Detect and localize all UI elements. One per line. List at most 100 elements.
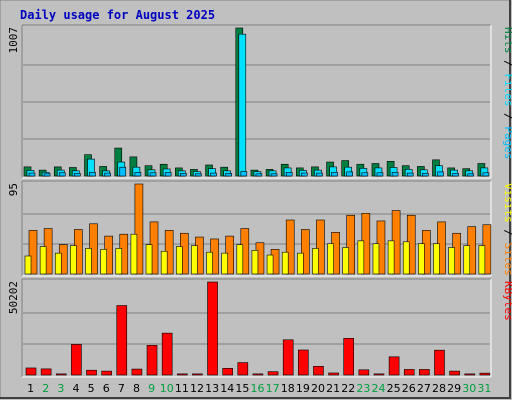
day-label: 13: [205, 382, 219, 395]
day-label: 9: [148, 382, 155, 395]
bar-kbytes: [55, 373, 67, 376]
bar-kbytes: [373, 373, 385, 376]
bar-kbytes: [116, 305, 128, 376]
bar-sites: [372, 243, 380, 275]
bar-visits: [28, 230, 38, 275]
bar-kbytes: [403, 369, 415, 376]
bar-pages: [179, 173, 187, 177]
bar-pages: [225, 173, 232, 177]
bar-sites: [357, 240, 365, 275]
bar-visits: [301, 229, 310, 275]
day-label: 23: [356, 382, 370, 395]
day-label: 26: [402, 382, 416, 395]
legend-part: Sites: [502, 243, 512, 276]
bar-sites: [221, 252, 228, 275]
bar-sites: [312, 248, 319, 275]
bar-kbytes: [192, 373, 203, 376]
bar-kbytes: [131, 368, 143, 376]
day-label: 16: [251, 382, 265, 395]
bar-pages: [58, 172, 66, 177]
bar-sites: [402, 241, 410, 275]
day-label: 14: [220, 382, 234, 395]
bar-pages: [452, 173, 459, 177]
bar-sites: [100, 249, 107, 275]
bar-visits: [134, 183, 144, 275]
bar-sites: [236, 244, 244, 275]
bar-pages: [240, 171, 248, 177]
day-label: 18: [281, 382, 295, 395]
day-label: 21: [326, 382, 340, 395]
bar-pages: [89, 172, 96, 177]
bar-sites: [175, 246, 183, 275]
bar-kbytes: [176, 373, 188, 376]
day-label: 10: [160, 382, 174, 395]
bar-kbytes: [161, 332, 173, 376]
bar-sites: [54, 252, 62, 275]
bar-pages: [164, 172, 172, 177]
bar-pages: [316, 172, 323, 177]
bar-kbytes: [328, 372, 339, 376]
chart-title: Daily usage for August 2025: [20, 8, 215, 22]
bar-kbytes: [313, 365, 324, 376]
bar-sites: [297, 252, 304, 275]
bar-pages: [422, 173, 429, 177]
legend-part: /: [502, 54, 512, 74]
bar-pages: [134, 172, 142, 177]
bar-pages: [285, 172, 293, 177]
day-label: 6: [103, 382, 110, 395]
bar-kbytes: [449, 370, 460, 376]
bar-sites: [145, 244, 153, 275]
bar-sites: [342, 247, 350, 275]
panel-hits_files_pages: 1007 Hits / Files / Pages: [7, 24, 512, 179]
bar-visits: [316, 219, 325, 275]
day-label: 24: [372, 382, 386, 395]
bar-pages: [376, 172, 384, 177]
day-label: 12: [190, 382, 204, 395]
day-label: 30: [462, 382, 476, 395]
day-label: 3: [57, 382, 64, 395]
bar-kbytes: [267, 371, 279, 376]
bar-pages: [104, 172, 111, 177]
legend-part: Files: [502, 73, 512, 106]
bar-pages: [149, 172, 157, 177]
day-label: 19: [296, 382, 310, 395]
y-axis-max-label: 95: [7, 183, 20, 196]
bar-sites: [463, 245, 471, 275]
bar-sites: [39, 246, 47, 275]
bar-kbytes: [282, 339, 294, 376]
bar-kbytes: [479, 372, 491, 376]
legend-part: /: [502, 107, 512, 127]
day-label: 27: [417, 382, 431, 395]
day-label: 25: [387, 382, 401, 395]
day-label: 5: [88, 382, 95, 395]
bar-visits: [346, 214, 356, 275]
day-labels-group: 1 2 3 4 5 6 7 8 9 10 11 12 13 14 15 16 17 18 19 20 21 22 23 24 2…: [27, 382, 491, 395]
bar-pages: [391, 172, 399, 177]
bar-sites: [448, 247, 455, 275]
panel-area: [22, 279, 491, 377]
bar-pages: [361, 172, 369, 177]
day-label: 28: [432, 382, 446, 395]
series-legend-label: Hits / Files / Pages: [502, 27, 512, 160]
bar-kbytes: [434, 349, 445, 376]
day-label: 11: [175, 382, 189, 395]
bar-sites: [206, 251, 213, 275]
y-axis-max-label: 50202: [7, 281, 20, 314]
bar-sites: [251, 250, 259, 275]
bar-sites: [115, 248, 123, 275]
day-label: 31: [477, 382, 491, 395]
day-label: 8: [133, 382, 140, 395]
bar-sites: [418, 243, 425, 275]
bar-pages: [346, 171, 354, 177]
series-legend-label: Visits / Sites: [502, 183, 512, 276]
day-label: 17: [266, 382, 280, 395]
bar-pages: [437, 171, 444, 177]
bar-pages: [195, 173, 202, 177]
legend-part: Hits: [502, 27, 512, 54]
bar-sites: [433, 243, 440, 275]
bar-kbytes: [298, 349, 309, 376]
bar-sites: [130, 233, 138, 275]
bar-kbytes: [419, 369, 430, 376]
bar-sites: [266, 254, 274, 275]
bar-pages: [28, 172, 36, 177]
